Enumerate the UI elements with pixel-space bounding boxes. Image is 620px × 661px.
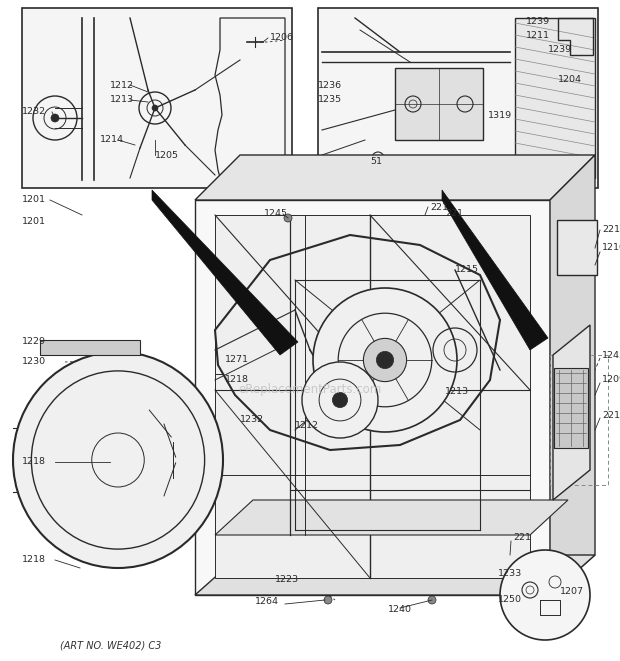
Text: 1239: 1239 (526, 17, 550, 26)
Circle shape (284, 214, 292, 222)
Polygon shape (318, 8, 598, 188)
Polygon shape (553, 325, 590, 500)
Text: 1236: 1236 (318, 81, 342, 89)
Text: 1206: 1206 (270, 34, 294, 42)
Text: 1232: 1232 (240, 416, 264, 424)
Text: 1245: 1245 (264, 210, 288, 219)
Polygon shape (152, 190, 298, 355)
Text: 1218: 1218 (22, 457, 46, 467)
Text: 1213: 1213 (445, 387, 469, 397)
Circle shape (302, 362, 378, 438)
Text: 1250: 1250 (498, 596, 522, 605)
Circle shape (428, 596, 436, 604)
Text: 1232: 1232 (22, 108, 46, 116)
Circle shape (324, 596, 332, 604)
Polygon shape (195, 555, 595, 595)
Text: 1223: 1223 (275, 576, 299, 584)
Text: 1212: 1212 (295, 420, 319, 430)
Polygon shape (40, 340, 140, 355)
Polygon shape (515, 18, 595, 178)
Circle shape (313, 288, 457, 432)
Text: 1207: 1207 (560, 588, 584, 596)
Polygon shape (195, 155, 595, 200)
Text: 1212: 1212 (110, 81, 134, 89)
Text: 1209: 1209 (602, 375, 620, 385)
Text: 221: 221 (602, 410, 620, 420)
Text: 1218: 1218 (225, 375, 249, 385)
Text: 1205: 1205 (155, 151, 179, 159)
Text: eReplacementParts.com: eReplacementParts.com (238, 383, 382, 397)
Polygon shape (395, 68, 483, 140)
Text: 1201: 1201 (22, 196, 46, 204)
Text: 221: 221 (445, 208, 463, 217)
Text: 51: 51 (370, 157, 382, 167)
Text: 1230: 1230 (22, 358, 46, 366)
Circle shape (363, 338, 407, 381)
Text: 1319: 1319 (488, 110, 512, 120)
Polygon shape (215, 500, 568, 535)
Text: 1235: 1235 (318, 95, 342, 104)
Text: 1243: 1243 (602, 350, 620, 360)
Circle shape (51, 114, 59, 122)
Polygon shape (442, 190, 548, 350)
Text: 1214: 1214 (100, 136, 124, 145)
Text: 1204: 1204 (558, 75, 582, 85)
Text: 1271: 1271 (225, 356, 249, 364)
Text: 1213: 1213 (110, 95, 134, 104)
Circle shape (152, 105, 158, 111)
Text: 1229: 1229 (22, 338, 46, 346)
Text: 221: 221 (513, 533, 531, 543)
Text: 1211: 1211 (526, 30, 550, 40)
Text: 1218: 1218 (22, 555, 46, 564)
Bar (554, 368, 588, 448)
Polygon shape (557, 220, 597, 275)
Text: 221: 221 (602, 225, 620, 235)
Text: 1264: 1264 (255, 598, 279, 607)
Circle shape (376, 352, 394, 369)
Text: 1210: 1210 (602, 243, 620, 253)
Text: 1240: 1240 (388, 605, 412, 615)
Ellipse shape (13, 352, 223, 568)
Polygon shape (215, 215, 530, 578)
Polygon shape (550, 155, 595, 595)
Text: 1215: 1215 (455, 266, 479, 274)
Text: 1239: 1239 (548, 46, 572, 54)
Text: 1201: 1201 (22, 217, 46, 227)
Polygon shape (195, 200, 550, 595)
Polygon shape (22, 8, 292, 188)
Circle shape (332, 393, 348, 408)
Text: 1233: 1233 (498, 568, 522, 578)
Circle shape (500, 550, 590, 640)
Text: 221: 221 (430, 202, 448, 212)
Text: (ART NO. WE402) C3: (ART NO. WE402) C3 (60, 640, 161, 650)
